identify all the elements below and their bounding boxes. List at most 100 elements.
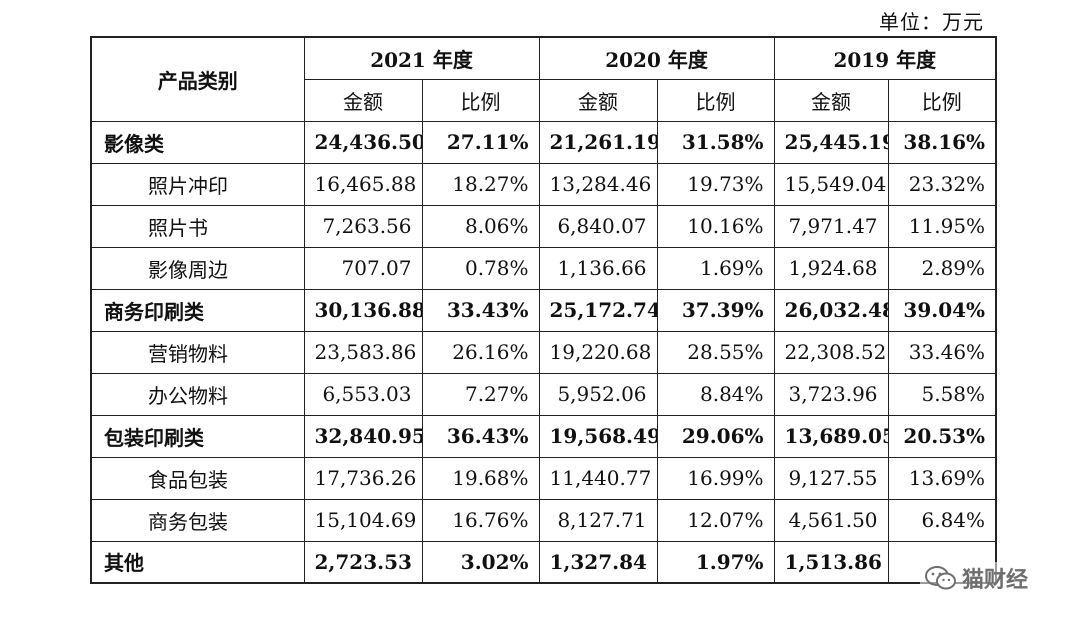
amount-cell: 4,561.50 bbox=[773, 498, 889, 542]
row-label: 食品包装 bbox=[90, 456, 305, 500]
watermark: 猫财经 bbox=[920, 562, 1033, 594]
amount-cell: 1,924.68 bbox=[773, 246, 889, 290]
amount-cell: 6,553.03 bbox=[303, 372, 423, 416]
amount-cell: 707.07 bbox=[303, 246, 423, 290]
subcategory-row: 照片冲印 16,465.88 18.27% 13,284.46 19.73% 15,549… bbox=[90, 162, 997, 206]
year-header-2020: 2020 年度 bbox=[538, 36, 775, 80]
ratio-cell: 20.53% bbox=[887, 414, 997, 458]
watermark-text: 猫财经 bbox=[962, 568, 1029, 593]
category-row: 商务印刷类 30,136.88 33.43% 25,172.74 37.39% 26,03… bbox=[90, 288, 997, 332]
subcategory-row: 办公物料 6,553.03 7.27% 5,952.06 8.84% 3,723.96 5.… bbox=[90, 372, 997, 416]
ratio-cell: 33.43% bbox=[421, 288, 540, 332]
row-label: 包装印刷类 bbox=[90, 414, 305, 458]
row-label: 影像类 bbox=[90, 120, 305, 164]
year-header-2019: 2019 年度 bbox=[773, 36, 997, 80]
ratio-header: 比例 bbox=[421, 78, 540, 122]
wechat-icon bbox=[924, 564, 958, 592]
amount-cell: 13,284.46 bbox=[538, 162, 658, 206]
ratio-cell: 23.32% bbox=[887, 162, 997, 206]
amount-cell: 19,568.49 bbox=[538, 414, 658, 458]
ratio-cell: 36.43% bbox=[421, 414, 540, 458]
amount-cell: 1,136.66 bbox=[538, 246, 658, 290]
amount-cell: 25,445.19 bbox=[773, 120, 889, 164]
ratio-cell: 28.55% bbox=[656, 330, 775, 374]
category-header: 产品类别 bbox=[90, 36, 305, 122]
amount-cell: 23,583.86 bbox=[303, 330, 423, 374]
subcategory-row: 食品包装 17,736.26 19.68% 11,440.77 16.99% 9,127.… bbox=[90, 456, 997, 500]
ratio-cell: 39.04% bbox=[887, 288, 997, 332]
financial-table: 产品类别 2021 年度 2020 年度 2019 年度 金额 比例 金额 比例… bbox=[90, 36, 998, 584]
amount-cell: 7,263.56 bbox=[303, 204, 423, 248]
ratio-cell: 0.78% bbox=[421, 246, 540, 290]
ratio-cell: 8.06% bbox=[421, 204, 540, 248]
amount-cell: 1,327.84 bbox=[538, 540, 658, 584]
amount-cell: 16,465.88 bbox=[303, 162, 423, 206]
subcategory-row: 营销物料 23,583.86 26.16% 19,220.68 28.55% 22,308… bbox=[90, 330, 997, 374]
category-row: 包装印刷类 32,840.95 36.43% 19,568.49 29.06% 13,68… bbox=[90, 414, 997, 458]
amount-cell: 7,971.47 bbox=[773, 204, 889, 248]
ratio-cell: 26.16% bbox=[421, 330, 540, 374]
ratio-cell: 19.68% bbox=[421, 456, 540, 500]
ratio-cell: 8.84% bbox=[656, 372, 775, 416]
ratio-cell: 31.58% bbox=[656, 120, 775, 164]
ratio-cell: 7.27% bbox=[421, 372, 540, 416]
row-label: 其他 bbox=[90, 540, 305, 584]
ratio-cell: 33.46% bbox=[887, 330, 997, 374]
ratio-cell: 5.58% bbox=[887, 372, 997, 416]
row-label: 办公物料 bbox=[90, 372, 305, 416]
amount-cell: 13,689.05 bbox=[773, 414, 889, 458]
ratio-cell: 1.69% bbox=[656, 246, 775, 290]
amount-header: 金额 bbox=[773, 78, 889, 122]
ratio-cell: 38.16% bbox=[887, 120, 997, 164]
amount-cell: 3,723.96 bbox=[773, 372, 889, 416]
amount-cell: 9,127.55 bbox=[773, 456, 889, 500]
ratio-cell: 16.99% bbox=[656, 456, 775, 500]
ratio-cell: 27.11% bbox=[421, 120, 540, 164]
amount-cell: 17,736.26 bbox=[303, 456, 423, 500]
amount-cell: 22,308.52 bbox=[773, 330, 889, 374]
amount-cell: 24,436.50 bbox=[303, 120, 423, 164]
amount-header: 金额 bbox=[303, 78, 423, 122]
amount-cell: 1,513.86 bbox=[773, 540, 889, 584]
amount-cell: 25,172.74 bbox=[538, 288, 658, 332]
amount-cell: 2,723.53 bbox=[303, 540, 423, 584]
ratio-cell: 19.73% bbox=[656, 162, 775, 206]
ratio-cell: 11.95% bbox=[887, 204, 997, 248]
amount-cell: 30,136.88 bbox=[303, 288, 423, 332]
subcategory-row: 影像周边 707.07 0.78% 1,136.66 1.69% 1,924.68 2.89… bbox=[90, 246, 997, 290]
ratio-cell: 1.97% bbox=[656, 540, 775, 584]
row-label: 营销物料 bbox=[90, 330, 305, 374]
amount-cell: 5,952.06 bbox=[538, 372, 658, 416]
unit-label: 单位：万元 bbox=[879, 10, 984, 34]
ratio-cell: 13.69% bbox=[887, 456, 997, 500]
header-row-years: 产品类别 2021 年度 2020 年度 2019 年度 bbox=[90, 36, 997, 122]
amount-cell: 8,127.71 bbox=[538, 498, 658, 542]
category-row: 其他 2,723.53 3.02% 1,327.84 1.97% 1,513.86 bbox=[90, 540, 997, 584]
ratio-cell: 6.84% bbox=[887, 498, 997, 542]
year-header-2021: 2021 年度 bbox=[303, 36, 540, 80]
ratio-cell: 18.27% bbox=[421, 162, 540, 206]
amount-cell: 6,840.07 bbox=[538, 204, 658, 248]
ratio-cell: 3.02% bbox=[421, 540, 540, 584]
subcategory-row: 照片书 7,263.56 8.06% 6,840.07 10.16% 7,971.47 11… bbox=[90, 204, 997, 248]
row-label: 影像周边 bbox=[90, 246, 305, 290]
ratio-cell: 16.76% bbox=[421, 498, 540, 542]
ratio-cell: 29.06% bbox=[656, 414, 775, 458]
ratio-header: 比例 bbox=[656, 78, 775, 122]
amount-cell: 15,104.69 bbox=[303, 498, 423, 542]
ratio-header: 比例 bbox=[887, 78, 997, 122]
amount-cell: 21,261.19 bbox=[538, 120, 658, 164]
amount-cell: 19,220.68 bbox=[538, 330, 658, 374]
ratio-cell: 12.07% bbox=[656, 498, 775, 542]
amount-header: 金额 bbox=[538, 78, 658, 122]
subcategory-row: 商务包装 15,104.69 16.76% 8,127.71 12.07% 4,561.5… bbox=[90, 498, 997, 542]
ratio-cell: 37.39% bbox=[656, 288, 775, 332]
ratio-cell: 2.89% bbox=[887, 246, 997, 290]
category-row: 影像类 24,436.50 27.11% 21,261.19 31.58% 25,445.… bbox=[90, 120, 997, 164]
amount-cell: 32,840.95 bbox=[303, 414, 423, 458]
amount-cell: 15,549.04 bbox=[773, 162, 889, 206]
row-label: 照片书 bbox=[90, 204, 305, 248]
amount-cell: 26,032.48 bbox=[773, 288, 889, 332]
amount-cell: 11,440.77 bbox=[538, 456, 658, 500]
ratio-cell: 10.16% bbox=[656, 204, 775, 248]
